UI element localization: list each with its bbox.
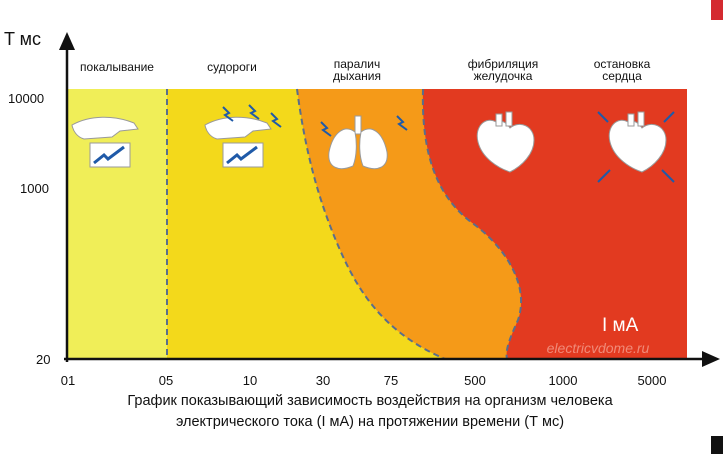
x-tick-75: 75 — [384, 373, 398, 388]
zone-label-paralysis-line2: дыхания — [333, 69, 381, 83]
heart-arrest-icon — [597, 111, 675, 183]
x-axis-unit-label: I мА — [602, 315, 639, 336]
x-tick-500: 500 — [464, 373, 486, 388]
y-tick-1000: 1000 — [20, 181, 49, 196]
watermark: electricvdome.ru — [547, 340, 650, 356]
x-tick-05: 05 — [159, 373, 173, 388]
boundary-paralysis-fibrillation — [421, 88, 523, 360]
zone-label-paralysis-line1: паралич — [334, 57, 380, 71]
hand-tingling-icon — [71, 116, 139, 168]
corner-black-marker — [711, 436, 723, 454]
x-tick-5000: 5000 — [638, 373, 667, 388]
y-tick-10000: 10000 — [8, 91, 44, 106]
zone-label-fibrillation-line1: фибриляция — [468, 57, 538, 71]
y-axis-arrow-icon — [59, 32, 75, 50]
hand-convulsions-icon — [204, 104, 282, 168]
y-tick-20: 20 — [36, 352, 50, 367]
lungs-icon — [320, 115, 408, 170]
figure-caption-line1: График показывающий зависимость воздейст… — [127, 393, 613, 409]
corner-red-marker — [711, 0, 723, 20]
x-axis-arrow-icon — [702, 351, 720, 367]
y-axis-label: T мс — [4, 29, 41, 49]
x-tick-01: 01 — [61, 373, 75, 388]
heart-fibrillation-icon — [476, 111, 535, 173]
x-tick-30: 30 — [316, 373, 330, 388]
boundary-convulsions-paralysis — [296, 88, 446, 360]
zone-label-arrest-line2: сердца — [602, 69, 642, 83]
x-tick-1000: 1000 — [549, 373, 578, 388]
zone-label-tingling: покалывание — [80, 60, 154, 74]
zone-label-arrest-line1: остановка — [594, 57, 651, 71]
figure-caption-line2: электрического тока (I мА) на протяжении… — [175, 414, 565, 430]
zone-label-convulsions: судороги — [207, 60, 257, 74]
zone-label-fibrillation-line2: желудочка — [474, 69, 533, 83]
x-tick-10: 10 — [243, 373, 257, 388]
